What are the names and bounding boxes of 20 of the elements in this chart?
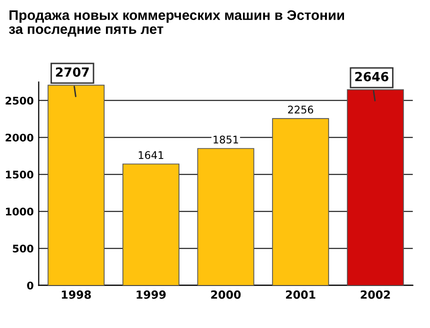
y-tick-label: 500 xyxy=(12,244,34,252)
y-tick-label: 2500 xyxy=(6,96,34,105)
bar xyxy=(272,118,330,286)
annotation: 2707 xyxy=(56,67,89,77)
chart-title: Продажа новых коммерческих машин в Эстонии за последние пять лет xyxy=(8,10,344,37)
x-tick-label: 2001 xyxy=(286,290,316,299)
x-tick-label: 1999 xyxy=(136,290,166,299)
y-tick-label: 2000 xyxy=(6,134,34,142)
y-tick-label: 1500 xyxy=(6,170,34,179)
bar xyxy=(197,148,254,286)
y-tick-label: 1000 xyxy=(6,208,34,216)
data-label: 2256 xyxy=(288,106,314,114)
x-tick-label: 2000 xyxy=(211,290,241,299)
y-tick-label: 0 xyxy=(27,282,34,290)
bar xyxy=(122,164,180,286)
data-label: 1851 xyxy=(214,136,238,144)
x-tick-label: 1998 xyxy=(62,290,91,299)
x-tick-label: 2002 xyxy=(360,290,390,299)
data-label: 1641 xyxy=(138,151,164,160)
annotation: 2646 xyxy=(355,72,388,82)
